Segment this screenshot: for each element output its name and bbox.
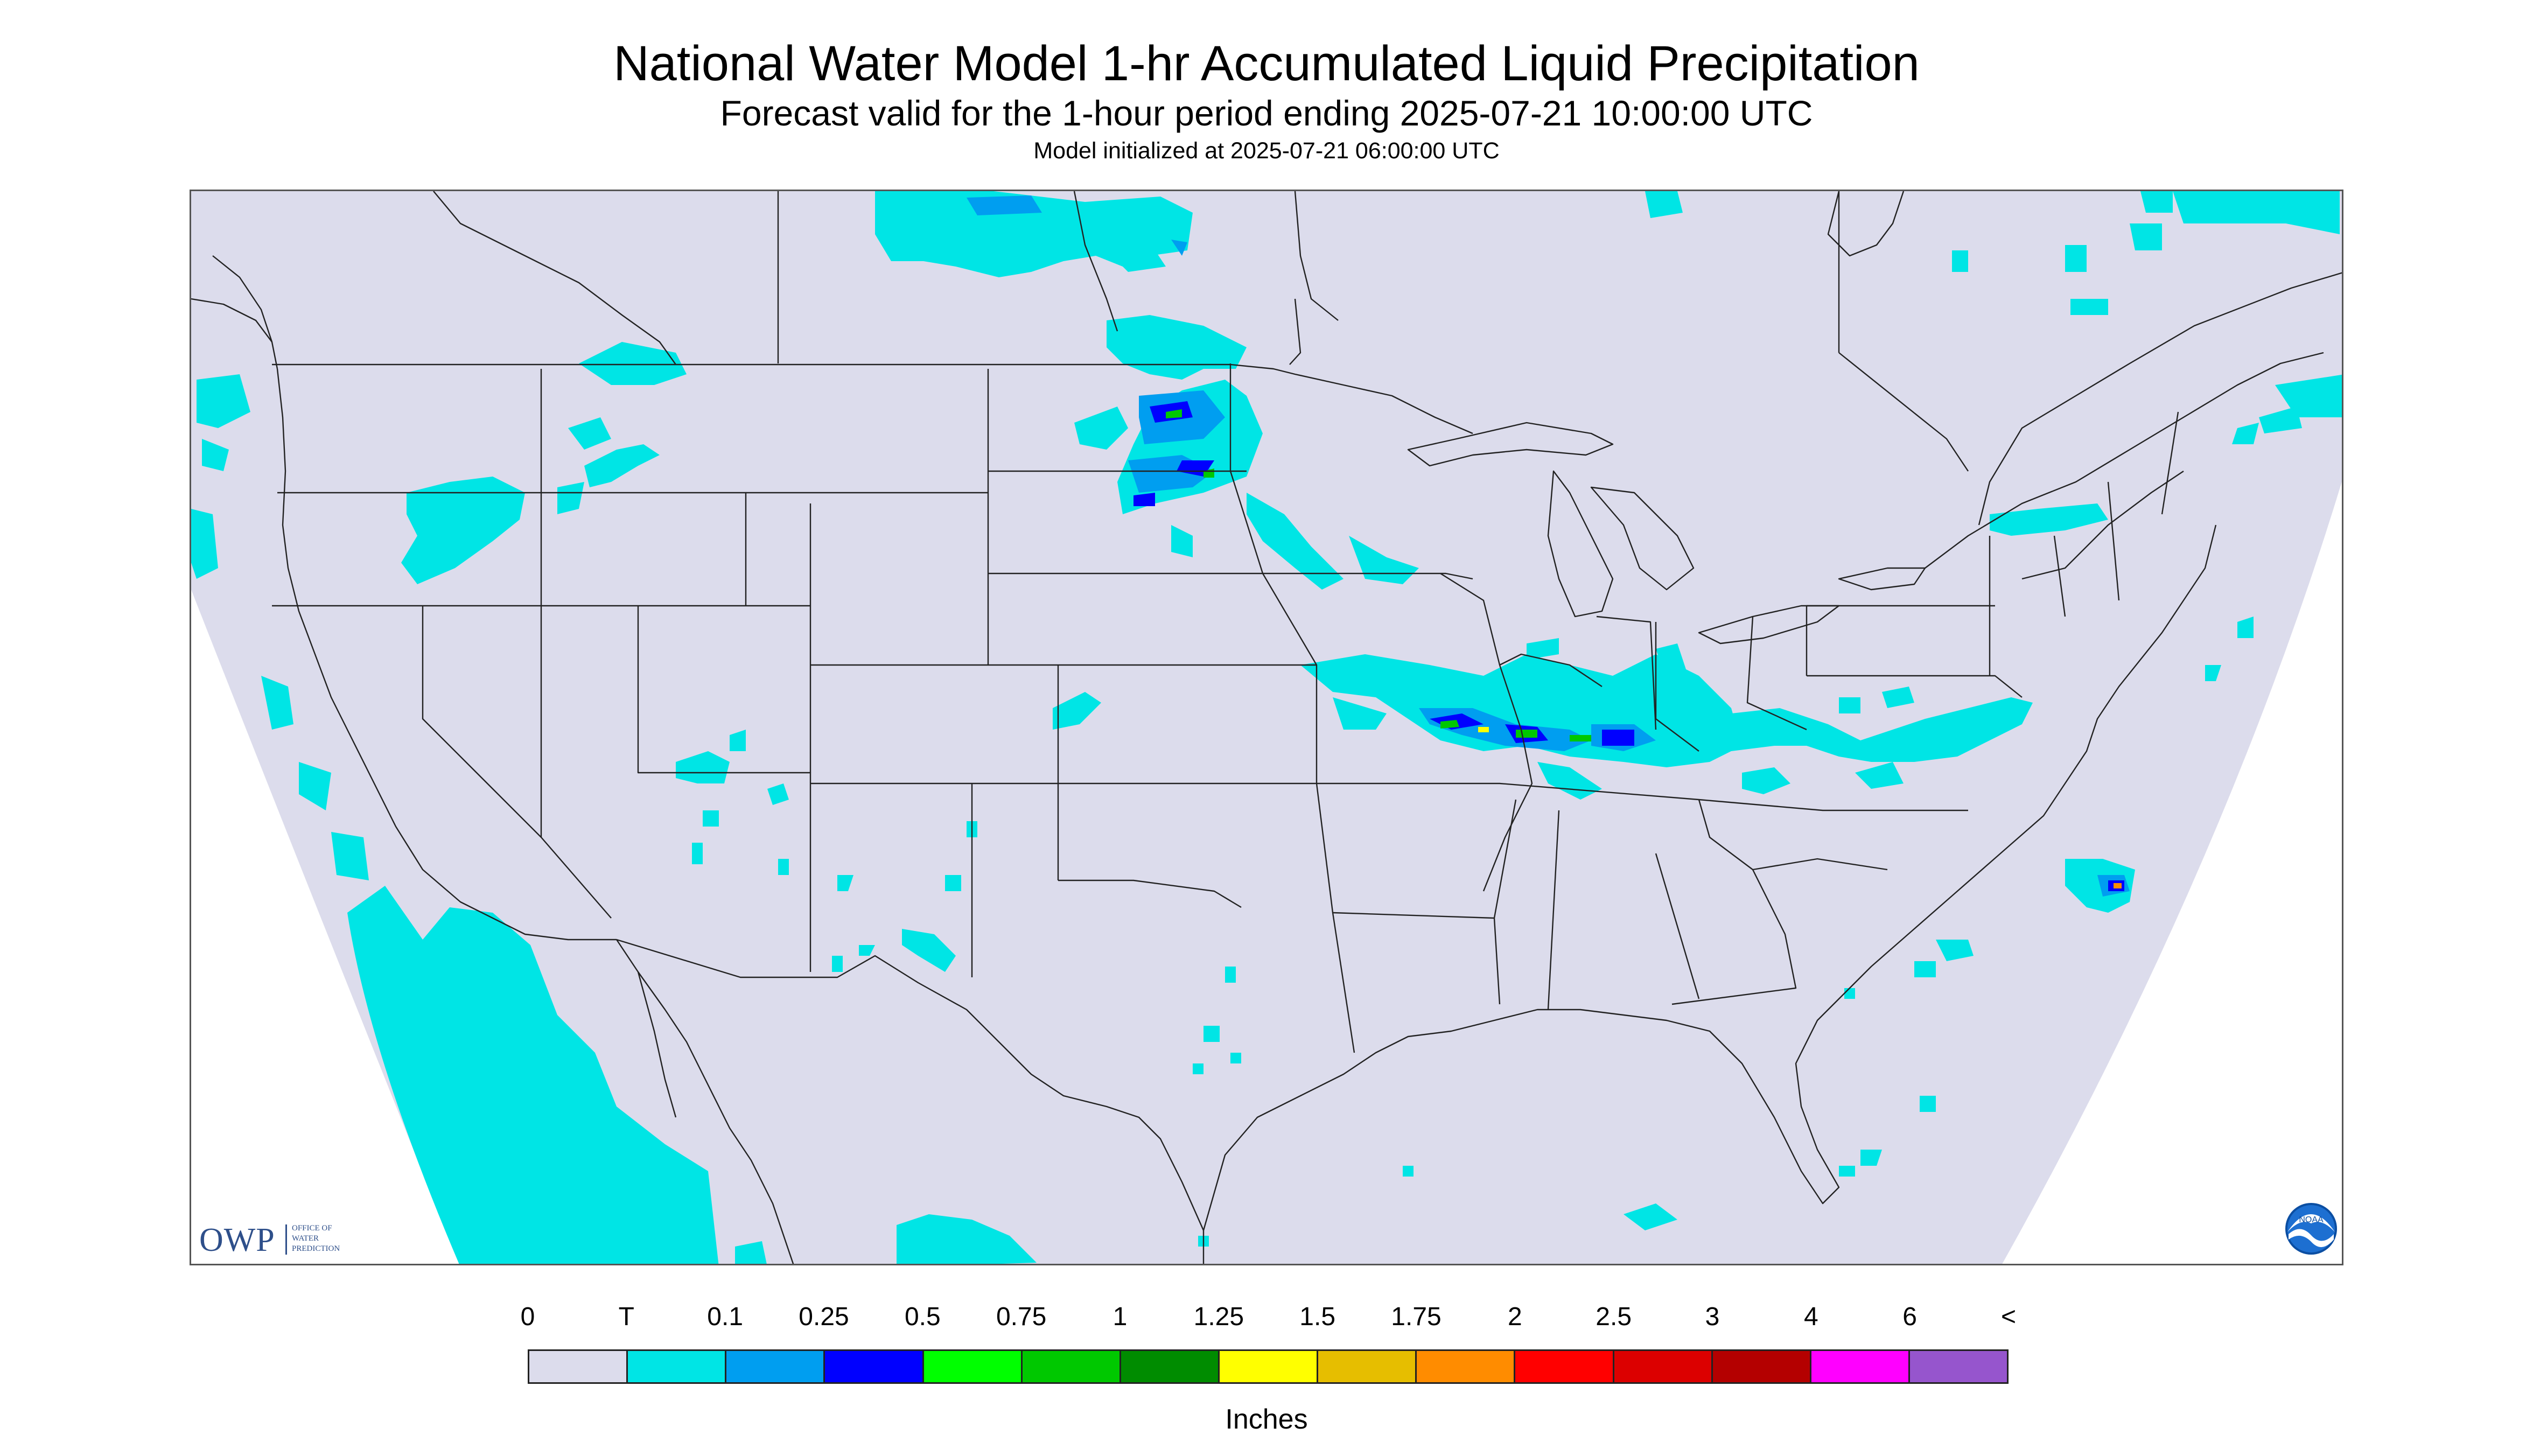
precipitation-map[interactable] bbox=[190, 190, 2343, 1265]
legend-swatch bbox=[1515, 1351, 1614, 1382]
legend-swatch bbox=[1417, 1351, 1516, 1382]
legend-tick-label: 1.25 bbox=[1193, 1303, 1244, 1331]
legend-tick-label: 0.25 bbox=[799, 1303, 849, 1331]
legend-tick-label: < bbox=[2000, 1303, 2017, 1331]
precip-region-new-mexico bbox=[902, 929, 956, 972]
legend-tick-label: 3 bbox=[1705, 1303, 1720, 1331]
precip-region-atlantic-southeast bbox=[1936, 940, 1974, 961]
precip-trace-layer bbox=[191, 191, 2342, 1264]
legend-tick-label: 2 bbox=[1507, 1303, 1522, 1331]
model-init-line: Model initialized at 2025-07-21 06:00:00… bbox=[1033, 138, 1500, 164]
legend-swatch bbox=[628, 1351, 727, 1382]
owp-logo-text: OFFICE OF WATER PREDICTION bbox=[292, 1223, 340, 1254]
legend-tick-label: 1.75 bbox=[1391, 1303, 1442, 1331]
precip-region-gulf-of-mexico bbox=[897, 1214, 1037, 1264]
political-boundaries bbox=[191, 191, 2342, 1264]
legend-color-bar bbox=[528, 1349, 2009, 1384]
legend-labels: 0 T 0.1 0.25 0.5 0.75 1 1.25 1.5 1.75 2 2.5 3 4 6 < bbox=[0, 1302, 2533, 1334]
legend-swatch bbox=[726, 1351, 825, 1382]
owp-logo-line1: OFFICE OF bbox=[292, 1224, 332, 1233]
legend-swatch bbox=[1909, 1351, 2007, 1382]
legend-tick-label: 1.5 bbox=[1299, 1303, 1336, 1331]
legend-tick-label: 2.5 bbox=[1596, 1303, 1632, 1331]
legend-swatch bbox=[1022, 1351, 1121, 1382]
page-title: National Water Model 1-hr Accumulated Li… bbox=[613, 36, 1920, 91]
owp-logo-line3: PREDICTION bbox=[292, 1244, 340, 1253]
legend-tick-label: T bbox=[618, 1303, 634, 1331]
owp-logo-divider bbox=[285, 1224, 287, 1255]
precip-region-colorado-utah bbox=[1053, 692, 1101, 730]
legend-tick-label: 0.5 bbox=[904, 1303, 941, 1331]
noaa-logo-icon: NOAA bbox=[2285, 1203, 2337, 1255]
legend-swatch bbox=[529, 1351, 628, 1382]
legend-units-label: Inches bbox=[1225, 1404, 1308, 1435]
noaa-logo-letters: NOAA bbox=[2299, 1215, 2324, 1224]
forecast-valid-subtitle: Forecast valid for the 1-hour period end… bbox=[720, 93, 1813, 133]
legend-swatch bbox=[1614, 1351, 1713, 1382]
owp-logo-line2: WATER bbox=[292, 1234, 319, 1243]
legend-tick-label: 0 bbox=[520, 1303, 535, 1331]
legend-swatch bbox=[825, 1351, 924, 1382]
legend-tick-label: 0.1 bbox=[707, 1303, 744, 1331]
precip-region-pacific-offshore bbox=[347, 886, 719, 1264]
map-canvas bbox=[191, 191, 2342, 1264]
legend-swatch bbox=[1121, 1351, 1220, 1382]
owp-logo: OWP OFFICE OF WATER PREDICTION bbox=[199, 1221, 377, 1259]
precip-region-pacific-northwest bbox=[401, 477, 525, 584]
legend-swatch bbox=[923, 1351, 1023, 1382]
precip-region-southern-new-england bbox=[1990, 503, 2108, 536]
legend-swatch bbox=[1811, 1351, 1910, 1382]
legend-tick-label: 6 bbox=[1902, 1303, 1918, 1331]
legend-swatch bbox=[1318, 1351, 1417, 1382]
legend-swatch bbox=[1219, 1351, 1319, 1382]
owp-logo-letters: OWP bbox=[199, 1222, 275, 1258]
legend-swatch bbox=[1712, 1351, 1811, 1382]
legend-tick-label: 1 bbox=[1112, 1303, 1128, 1331]
legend-tick-label: 0.75 bbox=[996, 1303, 1047, 1331]
legend-tick-label: 4 bbox=[1803, 1303, 1818, 1331]
precip-region-north-dakota-minnesota bbox=[1107, 315, 1247, 380]
model-domain bbox=[191, 191, 2342, 1264]
precip-heavy-layer bbox=[967, 195, 2130, 897]
